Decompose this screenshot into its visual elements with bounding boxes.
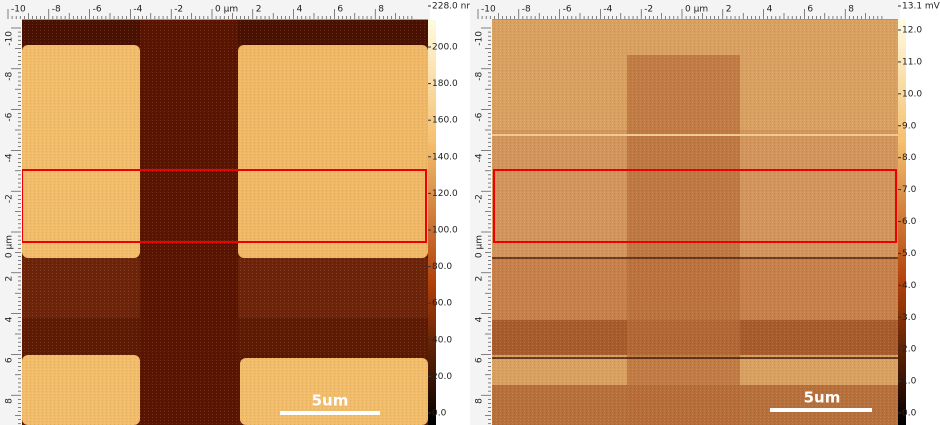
y-ruler-label: 2 <box>475 276 485 282</box>
y-ruler-label: 6 <box>5 357 15 363</box>
x-ruler-label: 6 <box>337 5 343 15</box>
colorbar-label: 160.0 <box>432 116 458 126</box>
scale-label: 5um <box>312 392 349 410</box>
y-ruler-label: -10 <box>475 31 485 46</box>
y-ruler-label: -6 <box>5 112 15 121</box>
y-ruler-label: 0 µm <box>475 235 485 258</box>
colorbar-label: 12.0 <box>902 26 922 36</box>
x-ruler-label: 0 µm <box>215 5 238 15</box>
colorbar-label: 13.1 mV <box>902 2 940 12</box>
y-ruler-label: 0 µm <box>5 235 15 258</box>
x-ruler-label: 0 µm <box>685 5 708 15</box>
scale-label: 5um <box>804 389 841 407</box>
y-ruler-label: -8 <box>475 72 485 81</box>
x-ruler-label: 8 <box>378 5 384 15</box>
y-ruler-label: -2 <box>475 194 485 203</box>
x-ruler-label: -2 <box>644 5 653 15</box>
x-ruler-label: 6 <box>807 5 813 15</box>
colorbar-label: 200.0 <box>432 43 458 53</box>
x-ruler-label: -10 <box>11 5 26 15</box>
afm-phase-image <box>492 20 898 425</box>
x-ruler-label: -6 <box>93 5 102 15</box>
screenshot: 5um 5um -10 -8 -6 -4 -2 0 µm 2 4 6 8 -10 -8 -6 -4 -2 0 … <box>0 0 940 425</box>
y-ruler-label: 8 <box>5 398 15 404</box>
colorbar-label: 60.0 <box>432 299 452 309</box>
x-ruler-label: 2 <box>726 5 732 15</box>
colorbar-label: 20.0 <box>432 372 452 382</box>
colorbar-label: 9.0 <box>902 121 917 131</box>
colorbar-label: 11.0 <box>902 57 922 67</box>
afm-height-image <box>22 20 428 425</box>
x-ruler-label: -6 <box>563 5 572 15</box>
y-ruler-label: -4 <box>475 153 485 162</box>
colorbar-label: 7.0 <box>902 185 917 195</box>
y-ruler-label: -6 <box>475 112 485 121</box>
y-ruler-label: 8 <box>475 398 485 404</box>
colorbar-label: 3.0 <box>902 313 917 323</box>
colorbar-label: 0.0 <box>902 409 917 419</box>
colorbar-label: 140.0 <box>432 152 458 162</box>
colorbar-label: 1.0 <box>902 377 917 387</box>
colorbar-label: 5.0 <box>902 249 917 259</box>
colorbar-label: 4.0 <box>902 281 917 291</box>
colorbar-label: 228.0 nm <box>432 2 475 12</box>
x-ruler-label: -2 <box>174 5 183 15</box>
y-ruler-label: 4 <box>5 316 15 322</box>
x-ruler-label: -10 <box>481 5 496 15</box>
colorbar-label: 120.0 <box>432 189 458 199</box>
x-ruler-label: -8 <box>52 5 61 15</box>
x-ruler-label: -4 <box>603 5 612 15</box>
colorbar-label: 10.0 <box>902 89 922 99</box>
colorbar-label: 8.0 <box>902 153 917 163</box>
colorbar-label: 80.0 <box>432 262 452 272</box>
y-ruler-label: 4 <box>475 316 485 322</box>
y-ruler-label: -8 <box>5 72 15 81</box>
x-ruler-label: -8 <box>522 5 531 15</box>
y-ruler-label: -10 <box>5 31 15 46</box>
y-ruler-label: 6 <box>475 357 485 363</box>
x-ruler-label: 4 <box>297 5 303 15</box>
colorbar-label: 40.0 <box>432 335 452 345</box>
x-ruler-label: -4 <box>133 5 142 15</box>
y-ruler-label: -2 <box>5 194 15 203</box>
x-ruler-label: 2 <box>256 5 262 15</box>
y-ruler-label: 2 <box>5 276 15 282</box>
colorbar-label: 180.0 <box>432 79 458 89</box>
colorbar-label: 2.0 <box>902 345 917 355</box>
colorbar-label: 6.0 <box>902 217 917 227</box>
colorbar-label: 0.0 <box>432 409 447 419</box>
x-ruler-label: 4 <box>767 5 773 15</box>
y-ruler-label: -4 <box>5 153 15 162</box>
x-ruler-label: 8 <box>848 5 854 15</box>
colorbar-label: 100.0 <box>432 226 458 236</box>
